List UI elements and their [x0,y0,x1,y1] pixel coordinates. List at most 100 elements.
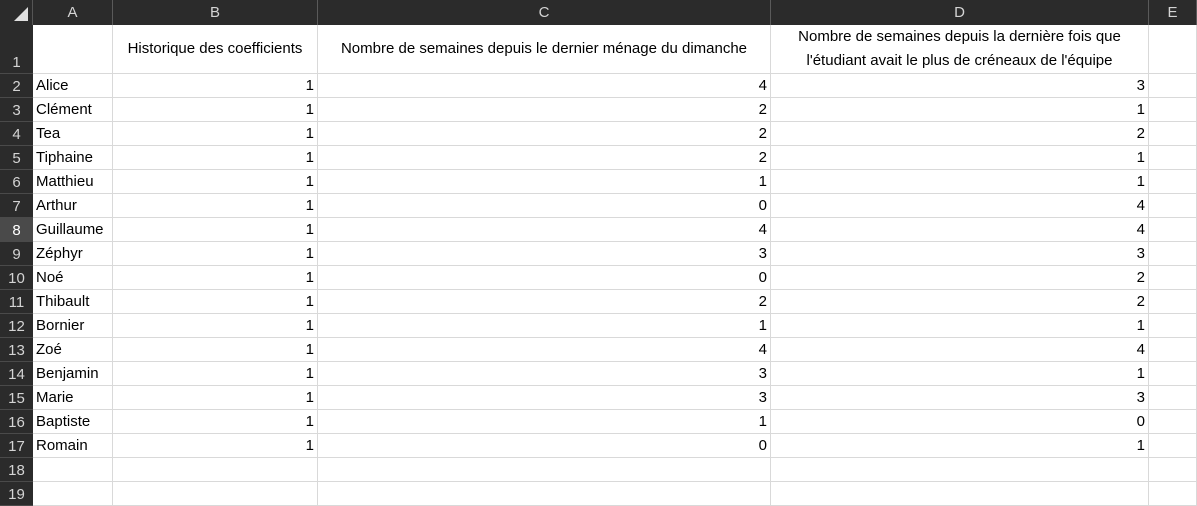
student-name-cell[interactable]: Benjamin [33,362,113,386]
row-header-9[interactable]: 9 [0,242,33,266]
value-cell-b[interactable]: 1 [113,362,318,386]
row-header-5[interactable]: 5 [0,146,33,170]
value-cell-b[interactable]: 1 [113,314,318,338]
value-cell-b[interactable]: 1 [113,146,318,170]
value-cell-c[interactable]: 0 [318,266,771,290]
empty-cell[interactable] [771,458,1149,482]
empty-cell-e[interactable] [1149,98,1197,122]
column-header-a[interactable]: A [33,0,113,25]
empty-cell-e[interactable] [1149,194,1197,218]
value-cell-c[interactable]: 0 [318,434,771,458]
student-name-cell[interactable]: Thibault [33,290,113,314]
empty-cell-e[interactable] [1149,242,1197,266]
value-cell-b[interactable]: 1 [113,218,318,242]
header-cell-c[interactable]: Nombre de semaines depuis le dernier mén… [318,25,771,74]
empty-cell[interactable] [771,482,1149,506]
value-cell-d[interactable]: 3 [771,242,1149,266]
empty-cell-e[interactable] [1149,434,1197,458]
empty-cell[interactable] [33,458,113,482]
student-name-cell[interactable]: Zéphyr [33,242,113,266]
value-cell-b[interactable]: 1 [113,338,318,362]
empty-cell[interactable] [1149,482,1197,506]
value-cell-b[interactable]: 1 [113,290,318,314]
header-cell-b[interactable]: Historique des coefficients [113,25,318,74]
value-cell-d[interactable]: 0 [771,410,1149,434]
empty-cell-e[interactable] [1149,314,1197,338]
value-cell-d[interactable]: 4 [771,194,1149,218]
value-cell-d[interactable]: 2 [771,290,1149,314]
row-header-2[interactable]: 2 [0,74,33,98]
empty-cell[interactable] [113,482,318,506]
row-header-10[interactable]: 10 [0,266,33,290]
column-header-b[interactable]: B [113,0,318,25]
value-cell-c[interactable]: 4 [318,74,771,98]
value-cell-d[interactable]: 4 [771,218,1149,242]
value-cell-d[interactable]: 3 [771,74,1149,98]
student-name-cell[interactable]: Guillaume [33,218,113,242]
student-name-cell[interactable]: Alice [33,74,113,98]
value-cell-d[interactable]: 2 [771,266,1149,290]
value-cell-c[interactable]: 4 [318,218,771,242]
value-cell-d[interactable]: 1 [771,170,1149,194]
empty-cell-e[interactable] [1149,362,1197,386]
row-header-7[interactable]: 7 [0,194,33,218]
empty-cell-e[interactable] [1149,266,1197,290]
row-header-12[interactable]: 12 [0,314,33,338]
value-cell-b[interactable]: 1 [113,410,318,434]
row-header-18[interactable]: 18 [0,458,33,482]
empty-cell-e[interactable] [1149,290,1197,314]
empty-cell-e[interactable] [1149,74,1197,98]
student-name-cell[interactable]: Tiphaine [33,146,113,170]
value-cell-b[interactable]: 1 [113,386,318,410]
student-name-cell[interactable]: Bornier [33,314,113,338]
empty-cell-e[interactable] [1149,122,1197,146]
row-header-19[interactable]: 19 [0,482,33,506]
row-header-3[interactable]: 3 [0,98,33,122]
value-cell-d[interactable]: 1 [771,98,1149,122]
row-header-14[interactable]: 14 [0,362,33,386]
value-cell-d[interactable]: 2 [771,122,1149,146]
value-cell-c[interactable]: 3 [318,386,771,410]
value-cell-b[interactable]: 1 [113,242,318,266]
empty-cell[interactable] [318,458,771,482]
student-name-cell[interactable]: Baptiste [33,410,113,434]
empty-cell[interactable] [113,458,318,482]
empty-cell-e[interactable] [1149,386,1197,410]
row-header-6[interactable]: 6 [0,170,33,194]
value-cell-b[interactable]: 1 [113,74,318,98]
value-cell-c[interactable]: 1 [318,170,771,194]
value-cell-c[interactable]: 4 [318,338,771,362]
student-name-cell[interactable]: Zoé [33,338,113,362]
cell-e1[interactable] [1149,25,1197,74]
empty-cell[interactable] [33,482,113,506]
value-cell-b[interactable]: 1 [113,194,318,218]
value-cell-c[interactable]: 2 [318,290,771,314]
value-cell-c[interactable]: 1 [318,410,771,434]
value-cell-b[interactable]: 1 [113,122,318,146]
empty-cell-e[interactable] [1149,146,1197,170]
value-cell-d[interactable]: 1 [771,362,1149,386]
student-name-cell[interactable]: Arthur [33,194,113,218]
empty-cell-e[interactable] [1149,170,1197,194]
row-header-15[interactable]: 15 [0,386,33,410]
empty-cell-e[interactable] [1149,338,1197,362]
student-name-cell[interactable]: Marie [33,386,113,410]
column-header-e[interactable]: E [1149,0,1197,25]
row-header-1[interactable]: 1 [0,25,33,74]
row-header-17[interactable]: 17 [0,434,33,458]
value-cell-b[interactable]: 1 [113,266,318,290]
student-name-cell[interactable]: Tea [33,122,113,146]
row-header-13[interactable]: 13 [0,338,33,362]
value-cell-c[interactable]: 0 [318,194,771,218]
column-header-c[interactable]: C [318,0,771,25]
value-cell-c[interactable]: 3 [318,362,771,386]
row-header-11[interactable]: 11 [0,290,33,314]
student-name-cell[interactable]: Romain [33,434,113,458]
student-name-cell[interactable]: Noé [33,266,113,290]
student-name-cell[interactable]: Matthieu [33,170,113,194]
value-cell-d[interactable]: 3 [771,386,1149,410]
value-cell-c[interactable]: 3 [318,242,771,266]
value-cell-c[interactable]: 1 [318,314,771,338]
row-header-8[interactable]: 8 [0,218,33,242]
empty-cell[interactable] [318,482,771,506]
